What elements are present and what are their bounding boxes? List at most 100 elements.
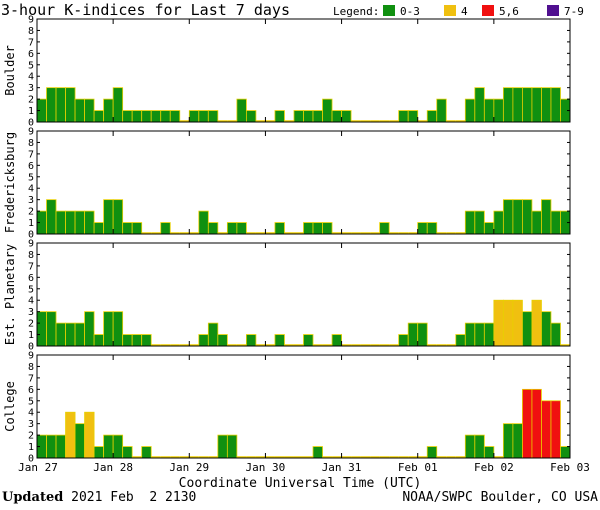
y-tick-label: 8: [28, 250, 34, 261]
k-bar: [141, 446, 152, 459]
k-bar: [103, 311, 114, 347]
k-bar: [474, 210, 485, 235]
k-bar: [112, 434, 124, 459]
k-bar: [131, 222, 143, 235]
k-bar: [226, 222, 238, 235]
k-bar: [150, 110, 162, 123]
k-bar: [522, 199, 533, 235]
k-bar: [245, 334, 257, 347]
y-tick-label: 0: [28, 118, 34, 129]
k-bar: [65, 322, 76, 347]
k-bar: [550, 322, 561, 347]
y-tick-label: 5: [28, 60, 34, 71]
k-bar: [502, 423, 514, 459]
k-bar: [502, 87, 514, 123]
k-bar: [122, 334, 133, 347]
y-tick-label: 1: [28, 218, 34, 229]
y-tick-label: 0: [28, 342, 34, 353]
k-bar: [455, 334, 466, 347]
k-bar: [303, 222, 314, 235]
k-bar: [474, 434, 485, 459]
k-bar: [160, 222, 171, 235]
k-bar: [483, 222, 495, 235]
k-bar: [483, 446, 495, 459]
k-bar: [407, 322, 419, 347]
k-bar: [141, 110, 152, 123]
k-bar: [502, 299, 514, 347]
k-bar: [531, 299, 542, 347]
k-bar: [426, 110, 438, 123]
y-tick-label: 7: [28, 149, 34, 160]
y-tick-label: 0: [28, 454, 34, 465]
k-bar: [303, 334, 314, 347]
legend-swatch: [547, 5, 559, 16]
k-bar: [550, 87, 561, 123]
k-bar: [474, 87, 485, 123]
k-bar: [512, 87, 523, 123]
k-bar: [141, 334, 152, 347]
k-bar: [522, 311, 533, 347]
k-bar: [169, 110, 181, 123]
y-tick-label: 9: [28, 239, 34, 250]
y-tick-label: 3: [28, 419, 34, 430]
k-bar: [274, 110, 285, 123]
k-bar: [55, 434, 66, 459]
k-bar: [331, 334, 342, 347]
y-tick-label: 6: [28, 161, 34, 172]
k-bar: [550, 210, 561, 235]
k-bar: [93, 334, 105, 347]
x-tick-label: Jan 31: [322, 461, 362, 474]
k-bar: [46, 434, 57, 459]
k-bar: [522, 87, 533, 123]
k-bar: [103, 434, 114, 459]
k-bar: [464, 210, 476, 235]
y-tick-label: 2: [28, 207, 34, 218]
k-bar: [341, 110, 352, 123]
k-bar: [474, 322, 485, 347]
k-bar: [436, 98, 447, 123]
k-bar: [312, 446, 323, 459]
k-bar: [198, 210, 209, 235]
k-bar: [65, 87, 76, 123]
k-bar: [207, 222, 219, 235]
k-bar: [131, 334, 143, 347]
k-bar: [122, 222, 133, 235]
updated-value: 2021 Feb 2 2130: [71, 490, 197, 505]
k-bar: [103, 199, 114, 235]
y-tick-label: 9: [28, 351, 34, 362]
k-bar: [74, 423, 85, 459]
k-bar: [217, 334, 228, 347]
source-footer: NOAA/SWPC Boulder, CO USA: [402, 490, 598, 505]
k-bar: [398, 110, 409, 123]
legend-label: 5,6: [499, 5, 519, 18]
k-bar: [426, 446, 438, 459]
legend-swatch: [444, 5, 456, 16]
k-bar: [65, 210, 76, 235]
k-bar: [84, 210, 95, 235]
y-tick-label: 1: [28, 330, 34, 341]
k-bar: [493, 299, 504, 347]
k-bar: [502, 199, 514, 235]
k-bar: [493, 210, 504, 235]
y-tick-label: 7: [28, 373, 34, 384]
y-tick-label: 6: [28, 385, 34, 396]
k-bar: [55, 322, 66, 347]
k-bar: [55, 210, 66, 235]
k-bar: [74, 98, 85, 123]
k-bar: [198, 334, 209, 347]
k-bar: [46, 311, 57, 347]
k-bar: [74, 210, 85, 235]
y-tick-label: 5: [28, 172, 34, 183]
k-bar: [160, 110, 171, 123]
panel-border: [36, 18, 571, 123]
y-tick-label: 6: [28, 49, 34, 60]
legend-label: 4: [461, 5, 468, 18]
y-tick-label: 9: [28, 127, 34, 138]
updated-footer: Updated 2021 Feb 2 2130: [2, 490, 196, 505]
k-bar: [407, 110, 419, 123]
k-bar: [103, 98, 114, 123]
